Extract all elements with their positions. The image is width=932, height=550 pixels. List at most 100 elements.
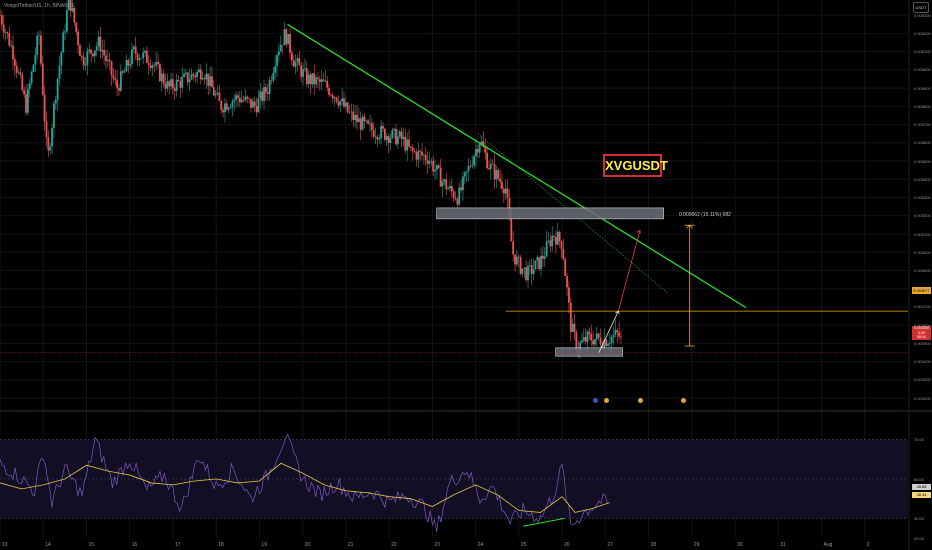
candle-body bbox=[125, 60, 128, 72]
projection-arrow-1 bbox=[615, 310, 620, 315]
candle-body bbox=[40, 35, 42, 64]
candle-body bbox=[277, 51, 280, 56]
candle-body bbox=[157, 62, 159, 65]
event-marker-4[interactable] bbox=[681, 398, 686, 403]
time-tick-label: 28 bbox=[650, 542, 657, 548]
candle-body bbox=[333, 97, 336, 99]
candle-body bbox=[116, 80, 119, 89]
candle-body bbox=[103, 49, 106, 56]
candle-body bbox=[291, 52, 293, 61]
candle-body bbox=[8, 33, 11, 46]
candle-body bbox=[404, 136, 407, 151]
price-tick-label: 0.005400 bbox=[914, 176, 931, 182]
candle-body bbox=[383, 128, 386, 140]
candle-body bbox=[264, 87, 267, 93]
price-tick-label: 0.004500 bbox=[914, 340, 931, 346]
candle-body bbox=[13, 59, 16, 66]
candle-body bbox=[423, 154, 425, 156]
currency-badge[interactable]: USDT bbox=[913, 2, 929, 13]
candle-body bbox=[339, 101, 342, 106]
candle-body bbox=[224, 103, 226, 113]
candle-body bbox=[233, 99, 236, 102]
candle-body bbox=[486, 152, 489, 169]
candle-body bbox=[209, 76, 211, 86]
candle-body bbox=[502, 188, 505, 194]
candle-body bbox=[238, 97, 241, 103]
candle-body bbox=[374, 136, 377, 138]
price-series bbox=[0, 0, 622, 359]
candle-body bbox=[458, 187, 461, 205]
candle-body bbox=[56, 79, 59, 100]
candle-body bbox=[53, 103, 55, 128]
candle-body bbox=[66, 10, 68, 32]
candle-body bbox=[387, 135, 390, 144]
candle-body bbox=[545, 241, 548, 257]
candle-body bbox=[406, 139, 409, 151]
candle-body bbox=[456, 199, 459, 205]
price-tick-label: 0.004800 bbox=[914, 286, 931, 292]
candle-body bbox=[575, 332, 578, 351]
candle-body bbox=[134, 46, 137, 54]
candle-body bbox=[460, 187, 462, 191]
candle-body bbox=[475, 149, 477, 157]
candle-body bbox=[551, 235, 554, 247]
candle-body bbox=[581, 340, 583, 343]
price-tick-label: 0.005700 bbox=[914, 122, 931, 128]
candle-body bbox=[437, 165, 440, 168]
candle-body bbox=[566, 276, 568, 288]
candle-body bbox=[19, 72, 22, 76]
candle-body bbox=[489, 163, 492, 170]
candle-body bbox=[462, 176, 464, 191]
price-tick-label: 0.005600 bbox=[914, 140, 931, 146]
candle-body bbox=[411, 147, 414, 152]
candle-body bbox=[259, 91, 262, 99]
candle-body bbox=[530, 265, 533, 275]
candle-body bbox=[556, 231, 559, 245]
candle-body bbox=[142, 52, 145, 59]
candle-body bbox=[304, 68, 306, 70]
candle-body bbox=[17, 72, 20, 74]
event-marker-3[interactable] bbox=[638, 398, 643, 403]
candle-body bbox=[618, 332, 621, 337]
candle-body bbox=[317, 77, 319, 80]
candle-body bbox=[506, 188, 509, 198]
price-tick-label: 0.006200 bbox=[914, 30, 931, 36]
candle-body bbox=[194, 75, 197, 78]
candle-body bbox=[612, 334, 615, 337]
candle-body bbox=[73, 7, 76, 23]
candle-body bbox=[523, 267, 526, 269]
last-price-value: 0.004449 bbox=[914, 326, 929, 330]
candle-body bbox=[582, 337, 585, 341]
event-marker-2[interactable] bbox=[604, 398, 609, 403]
candle-body bbox=[499, 178, 502, 182]
candle-body bbox=[257, 98, 260, 113]
trendline bbox=[287, 23, 747, 309]
candle-body bbox=[60, 52, 63, 66]
candle-body bbox=[250, 98, 252, 108]
candle-body bbox=[504, 188, 507, 194]
candle-body bbox=[114, 78, 117, 81]
candle-body bbox=[568, 287, 570, 303]
candle-body bbox=[173, 88, 176, 92]
price-tick-label: 0.006300 bbox=[914, 12, 931, 18]
candle-body bbox=[15, 65, 18, 73]
candle-body bbox=[205, 73, 208, 80]
candle-body bbox=[144, 50, 146, 53]
event-marker-1[interactable] bbox=[593, 398, 598, 403]
candle-body bbox=[328, 87, 330, 95]
candle-body bbox=[151, 65, 154, 69]
candle-body bbox=[361, 116, 364, 130]
candle-body bbox=[207, 73, 210, 86]
candle-body bbox=[480, 141, 483, 144]
candle-body bbox=[231, 101, 234, 108]
candle-body bbox=[274, 66, 277, 73]
time-tick-label: 30 bbox=[737, 542, 743, 548]
candle-body bbox=[605, 339, 608, 346]
time-tick-label: 29 bbox=[693, 542, 700, 548]
price-tick-label: 0.004600 bbox=[914, 322, 931, 328]
candle-body bbox=[177, 79, 180, 82]
time-tick-label: 2 bbox=[866, 542, 870, 548]
candle-body bbox=[579, 342, 581, 351]
candle-body bbox=[32, 64, 35, 72]
